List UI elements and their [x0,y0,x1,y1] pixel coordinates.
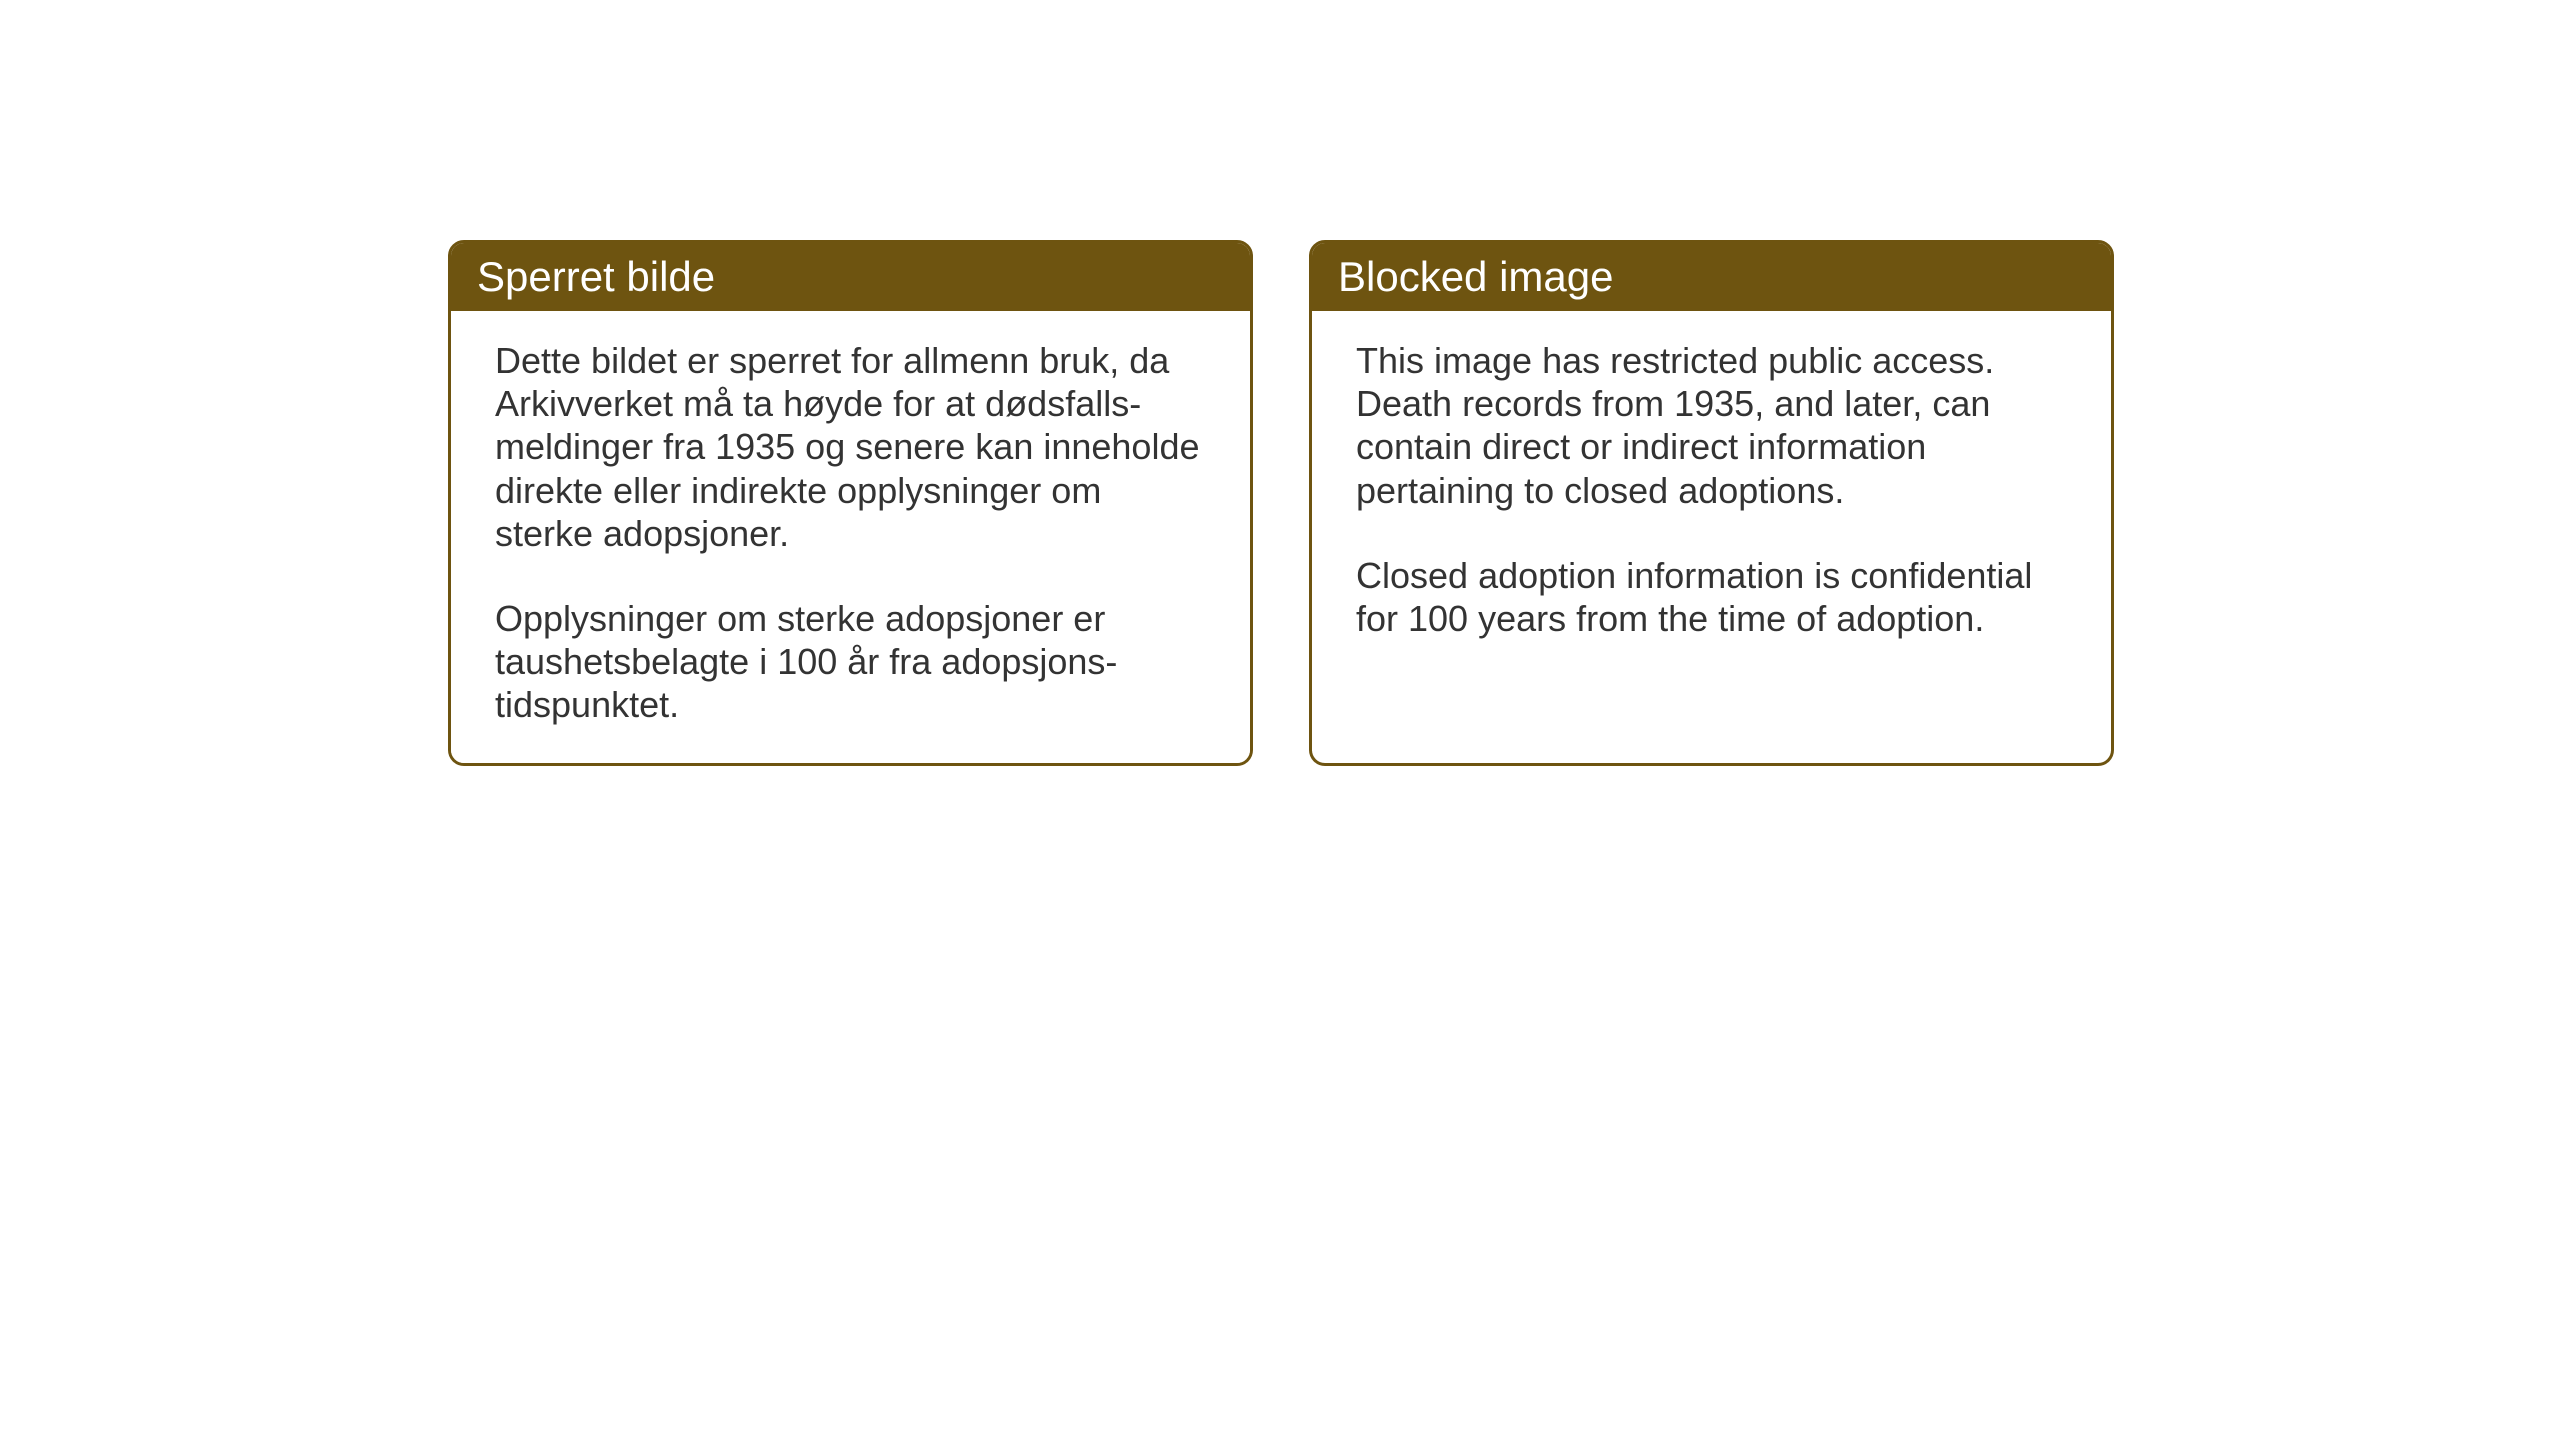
blocked-image-card-norwegian: Sperret bilde Dette bildet er sperret fo… [448,240,1253,766]
card-paragraph2-english: Closed adoption information is confident… [1356,554,2067,640]
card-header-english: Blocked image [1312,243,2111,311]
card-title-norwegian: Sperret bilde [477,253,715,300]
card-title-english: Blocked image [1338,253,1613,300]
card-body-norwegian: Dette bildet er sperret for allmenn bruk… [451,311,1250,763]
card-body-english: This image has restricted public access.… [1312,311,2111,751]
cards-container: Sperret bilde Dette bildet er sperret fo… [448,240,2114,766]
card-paragraph2-norwegian: Opplysninger om sterke adopsjoner er tau… [495,597,1206,727]
card-header-norwegian: Sperret bilde [451,243,1250,311]
card-paragraph1-english: This image has restricted public access.… [1356,339,2067,512]
card-paragraph1-norwegian: Dette bildet er sperret for allmenn bruk… [495,339,1206,555]
blocked-image-card-english: Blocked image This image has restricted … [1309,240,2114,766]
